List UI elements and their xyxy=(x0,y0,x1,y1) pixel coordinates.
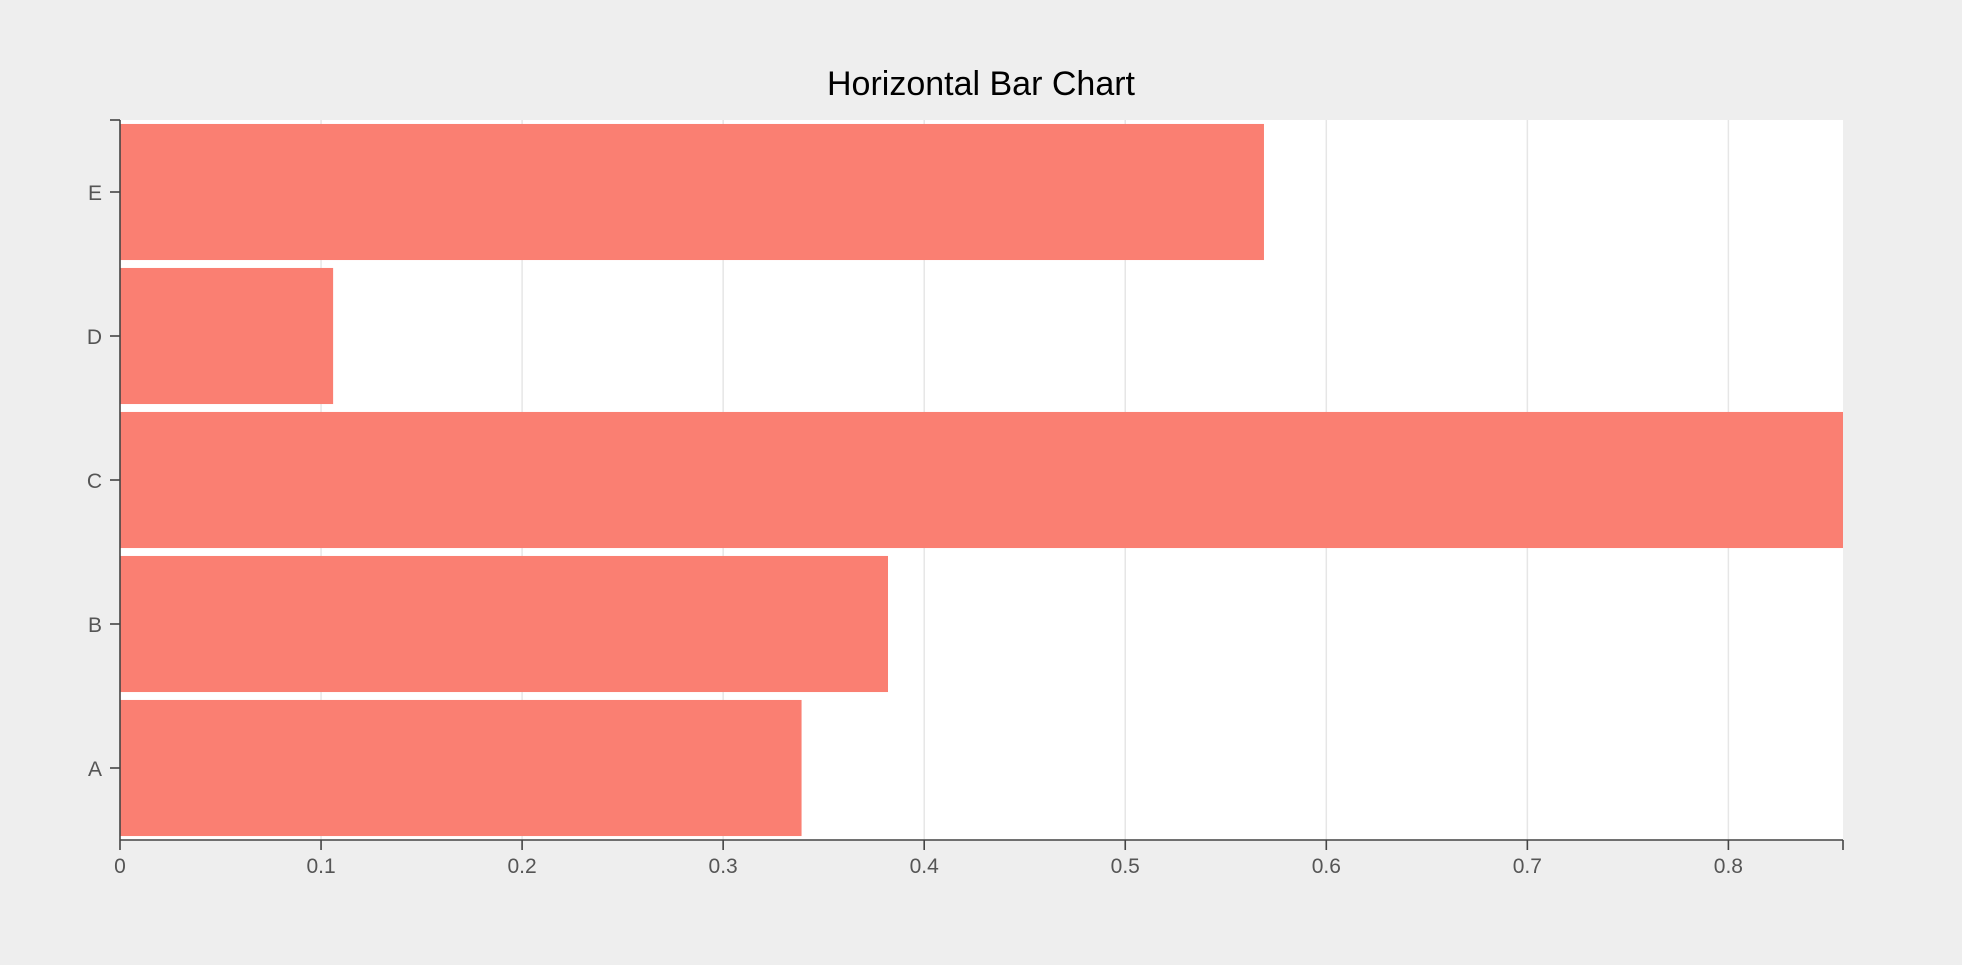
bars xyxy=(120,123,1843,837)
y-tick-label-c: C xyxy=(87,470,102,493)
y-tick-label-b: B xyxy=(88,614,102,637)
y-tick-label-e: E xyxy=(88,182,102,205)
x-tick-label: 0.8 xyxy=(1714,855,1743,878)
x-tick-label: 0.6 xyxy=(1312,855,1341,878)
x-tick-label: 0.5 xyxy=(1111,855,1140,878)
x-tick-label: 0.2 xyxy=(507,855,536,878)
chart-title: Horizontal Bar Chart xyxy=(827,65,1136,103)
bar-a xyxy=(120,699,802,837)
y-tick-label-a: A xyxy=(88,758,102,781)
x-tick-label: 0 xyxy=(114,855,126,878)
bar-d xyxy=(120,267,334,405)
x-tick-label: 0.7 xyxy=(1513,855,1542,878)
axes: 0 0.1 0.2 0.3 0.4 0.5 0.6 0.7 0.8 A B C D E xyxy=(87,119,1844,878)
x-tick-label: 0.3 xyxy=(709,855,738,878)
bar-b xyxy=(120,555,889,693)
y-tick-label-d: D xyxy=(87,326,102,349)
bar-c xyxy=(120,411,1843,549)
x-tick-label: 0.1 xyxy=(306,855,335,878)
x-tick-label: 0.4 xyxy=(910,855,940,878)
bar-e xyxy=(120,123,1264,261)
